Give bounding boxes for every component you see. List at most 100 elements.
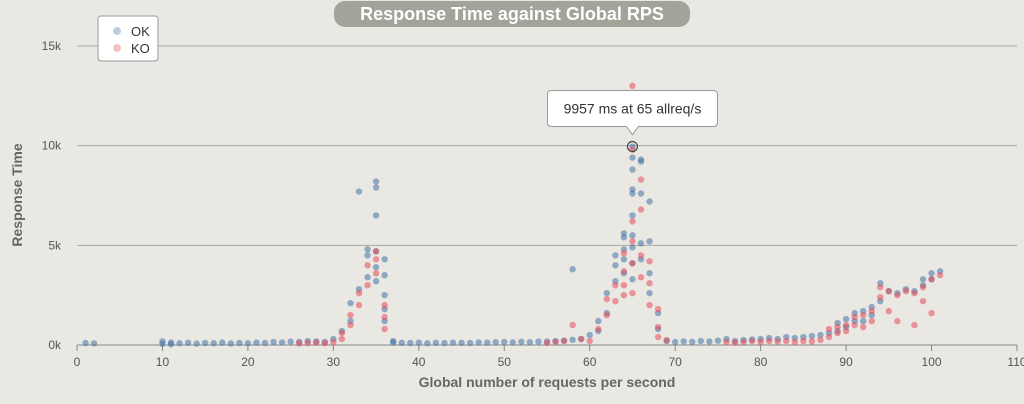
- ko-point[interactable]: [731, 339, 739, 346]
- ok-point[interactable]: [372, 184, 380, 191]
- ko-point[interactable]: [637, 176, 645, 183]
- ok-point[interactable]: [381, 256, 388, 263]
- ko-point[interactable]: [663, 336, 670, 344]
- ko-point[interactable]: [740, 338, 747, 346]
- ko-point[interactable]: [620, 282, 628, 289]
- ok-point[interactable]: [347, 299, 354, 307]
- ko-point[interactable]: [646, 280, 653, 287]
- ok-point[interactable]: [595, 317, 602, 325]
- ko-point[interactable]: [364, 262, 371, 269]
- ko-point[interactable]: [757, 338, 764, 346]
- ko-point[interactable]: [654, 333, 662, 341]
- ok-point[interactable]: [629, 154, 636, 161]
- ok-point[interactable]: [466, 339, 474, 347]
- ko-point[interactable]: [629, 238, 636, 245]
- ko-point[interactable]: [842, 327, 850, 335]
- ko-point[interactable]: [347, 311, 354, 319]
- ko-point[interactable]: [569, 321, 576, 329]
- legend-ok-label[interactable]: OK: [131, 24, 150, 39]
- ko-point[interactable]: [851, 313, 858, 321]
- ko-point[interactable]: [825, 325, 833, 333]
- ok-point[interactable]: [808, 332, 816, 340]
- ok-point[interactable]: [475, 339, 482, 346]
- ko-point[interactable]: [355, 301, 363, 309]
- ko-point[interactable]: [817, 336, 824, 344]
- ok-point[interactable]: [569, 266, 576, 273]
- ok-point[interactable]: [201, 339, 209, 347]
- ok-point[interactable]: [509, 339, 517, 346]
- ok-point[interactable]: [612, 252, 619, 259]
- ok-point[interactable]: [441, 339, 448, 347]
- ko-point[interactable]: [919, 297, 927, 305]
- ok-point[interactable]: [449, 339, 457, 346]
- ko-point[interactable]: [338, 329, 346, 337]
- ok-point[interactable]: [928, 270, 935, 277]
- ko-point[interactable]: [381, 313, 388, 321]
- ko-point[interactable]: [646, 258, 653, 265]
- ko-point[interactable]: [859, 311, 867, 319]
- ko-point[interactable]: [808, 338, 816, 345]
- ko-point[interactable]: [868, 317, 875, 325]
- ok-point[interactable]: [184, 339, 192, 347]
- ko-point[interactable]: [560, 337, 568, 345]
- ko-point[interactable]: [347, 321, 354, 329]
- ko-point[interactable]: [603, 311, 611, 319]
- ko-point[interactable]: [372, 256, 380, 263]
- ko-point[interactable]: [355, 289, 363, 297]
- ok-point[interactable]: [236, 339, 243, 347]
- ko-point[interactable]: [629, 260, 636, 267]
- ok-point[interactable]: [415, 339, 423, 346]
- ko-point[interactable]: [842, 321, 850, 329]
- ok-point[interactable]: [372, 212, 380, 219]
- ok-point[interactable]: [620, 234, 628, 241]
- ko-point[interactable]: [919, 283, 927, 291]
- ok-point[interactable]: [603, 289, 611, 297]
- ok-point[interactable]: [407, 339, 414, 347]
- ko-point[interactable]: [372, 248, 380, 255]
- ko-point[interactable]: [372, 270, 380, 277]
- ko-point[interactable]: [629, 289, 636, 297]
- ko-point[interactable]: [654, 305, 662, 313]
- ok-point[interactable]: [176, 340, 183, 347]
- ko-point[interactable]: [894, 317, 901, 325]
- ok-point[interactable]: [432, 339, 440, 347]
- ok-point[interactable]: [82, 339, 89, 347]
- ok-point[interactable]: [620, 256, 628, 263]
- ko-point[interactable]: [364, 282, 371, 289]
- ok-point[interactable]: [629, 276, 636, 283]
- ok-point[interactable]: [637, 190, 645, 197]
- ko-point[interactable]: [723, 338, 730, 346]
- ok-point[interactable]: [646, 198, 653, 205]
- legend-ko-label[interactable]: KO: [131, 41, 150, 56]
- ko-point[interactable]: [543, 339, 551, 347]
- ko-point[interactable]: [911, 289, 918, 297]
- ko-point[interactable]: [295, 340, 303, 347]
- ok-point[interactable]: [817, 331, 824, 339]
- ok-point[interactable]: [637, 158, 645, 165]
- ok-point[interactable]: [612, 262, 619, 269]
- ok-point[interactable]: [159, 340, 166, 348]
- ko-point[interactable]: [800, 337, 807, 345]
- ok-point[interactable]: [253, 339, 260, 346]
- ko-point[interactable]: [748, 337, 756, 345]
- ok-point[interactable]: [364, 246, 371, 253]
- ok-point[interactable]: [90, 340, 98, 347]
- ko-point[interactable]: [321, 340, 329, 347]
- ok-point[interactable]: [458, 339, 465, 347]
- ko-point[interactable]: [381, 301, 388, 309]
- ko-point[interactable]: [877, 283, 884, 291]
- ok-point[interactable]: [483, 339, 491, 346]
- ko-point[interactable]: [928, 309, 935, 317]
- ok-point[interactable]: [364, 252, 371, 259]
- ok-point[interactable]: [629, 190, 636, 197]
- ko-point[interactable]: [902, 287, 910, 295]
- ko-point[interactable]: [629, 218, 636, 225]
- ok-point[interactable]: [629, 166, 636, 173]
- ko-point[interactable]: [877, 293, 884, 301]
- ok-point[interactable]: [646, 289, 653, 297]
- ok-point[interactable]: [697, 337, 705, 345]
- ko-point[interactable]: [612, 297, 619, 305]
- ko-point[interactable]: [646, 301, 653, 309]
- ko-point[interactable]: [868, 307, 875, 315]
- ko-point[interactable]: [791, 338, 799, 346]
